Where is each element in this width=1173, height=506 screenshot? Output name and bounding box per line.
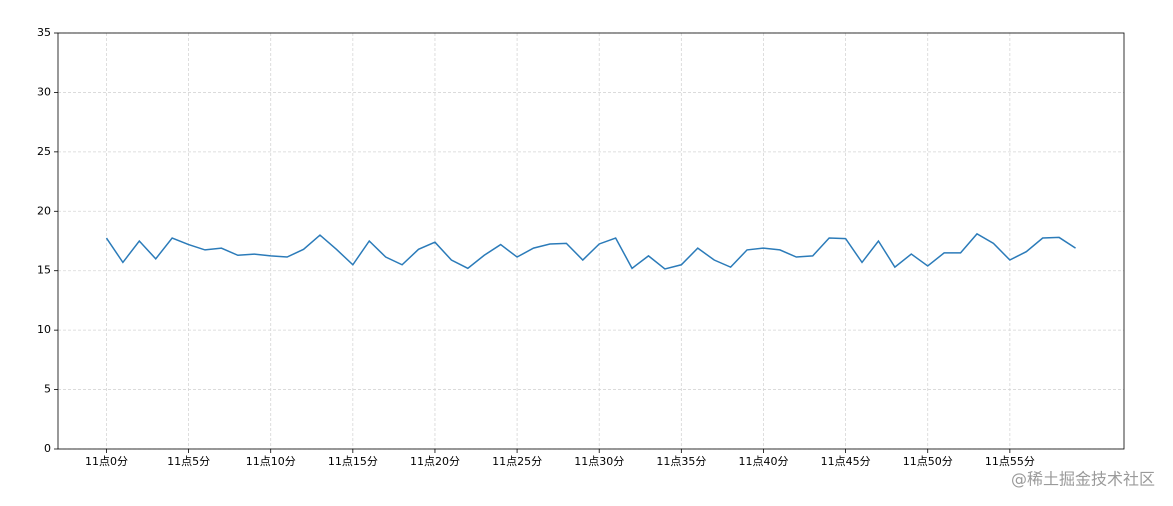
axes-frame xyxy=(57,32,1125,450)
line xyxy=(105,232,1076,270)
x-tick-label: 11点30分 xyxy=(574,455,624,468)
x-tick-label: 11点10分 xyxy=(246,455,296,468)
y-tick-label: 20 xyxy=(37,204,51,217)
x-tick-label: 11点5分 xyxy=(167,455,210,468)
y-tick-label: 15 xyxy=(37,264,51,277)
y-tick-label: 25 xyxy=(37,145,51,158)
x-tick-label: 11点35分 xyxy=(656,455,706,468)
watermark: @稀土掘金技术社区 xyxy=(1011,470,1155,489)
y-tick-label: 30 xyxy=(37,85,51,98)
y-tick-label: 35 xyxy=(37,26,51,39)
x-tick-label: 11点20分 xyxy=(410,455,460,468)
y-tick-label: 0 xyxy=(44,442,51,455)
y-tick-label: 10 xyxy=(37,323,51,336)
x-tick-label: 11点45分 xyxy=(821,455,871,468)
y-tick-label: 5 xyxy=(44,383,51,396)
x-tick-label: 11点40分 xyxy=(738,455,788,468)
x-tick-label: 11点25分 xyxy=(492,455,542,468)
x-tick-label: 11点50分 xyxy=(903,455,953,468)
x-tick-label: 11点15分 xyxy=(328,455,378,468)
x-tick-label: 11点55分 xyxy=(985,455,1035,468)
x-tick-label: 11点0分 xyxy=(85,455,128,468)
